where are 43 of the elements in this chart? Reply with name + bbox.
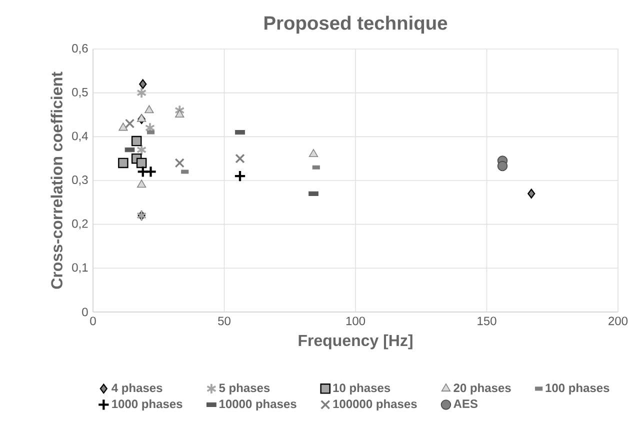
point xyxy=(144,166,157,178)
point xyxy=(234,170,246,182)
legend-label: 5 phases xyxy=(219,383,270,395)
point xyxy=(139,79,147,89)
point xyxy=(137,180,146,188)
legend-label: 4 phases xyxy=(112,383,162,395)
point xyxy=(174,158,184,168)
point xyxy=(528,188,536,199)
x-tick-label: 200 xyxy=(608,316,628,326)
point xyxy=(497,160,508,172)
y-tick-label: 0,6 xyxy=(72,44,88,54)
x-tick-label: 100 xyxy=(346,316,366,326)
point xyxy=(144,105,154,114)
point xyxy=(136,87,147,99)
legend-label: 1000 phases xyxy=(112,399,182,411)
legend-label: 10 phases xyxy=(333,383,390,395)
chart-title: Proposed technique xyxy=(264,16,448,34)
point xyxy=(131,136,142,146)
y-tick-label: 0 xyxy=(82,308,88,316)
point xyxy=(235,154,245,164)
y-tick-label: 0,5 xyxy=(72,88,88,98)
y-axis-title: Cross-correlation coefficient xyxy=(50,72,62,289)
point xyxy=(118,158,128,168)
legend-label: 100 phases xyxy=(546,383,610,395)
y-tick-label: 0,1 xyxy=(72,263,88,274)
x-tick-label: 50 xyxy=(218,316,230,326)
legend-label: 10000 phases xyxy=(220,399,296,411)
point xyxy=(136,144,147,156)
x-tick-label: 0 xyxy=(90,316,96,326)
x-tick-label: 150 xyxy=(478,316,496,326)
point xyxy=(175,110,184,118)
point xyxy=(124,118,135,128)
y-tick-label: 0,4 xyxy=(72,132,88,142)
point xyxy=(137,114,146,122)
legend-label: AES xyxy=(454,400,478,408)
y-tick-label: 0,2 xyxy=(72,219,88,230)
point xyxy=(118,122,128,131)
x-axis-title: Frequency [Hz] xyxy=(298,334,412,350)
legend-label: 20 phases xyxy=(454,383,511,395)
point xyxy=(308,148,318,157)
point xyxy=(136,158,147,168)
legend-label: 100000 phases xyxy=(333,399,417,411)
y-tick-label: 0,3 xyxy=(72,176,88,186)
